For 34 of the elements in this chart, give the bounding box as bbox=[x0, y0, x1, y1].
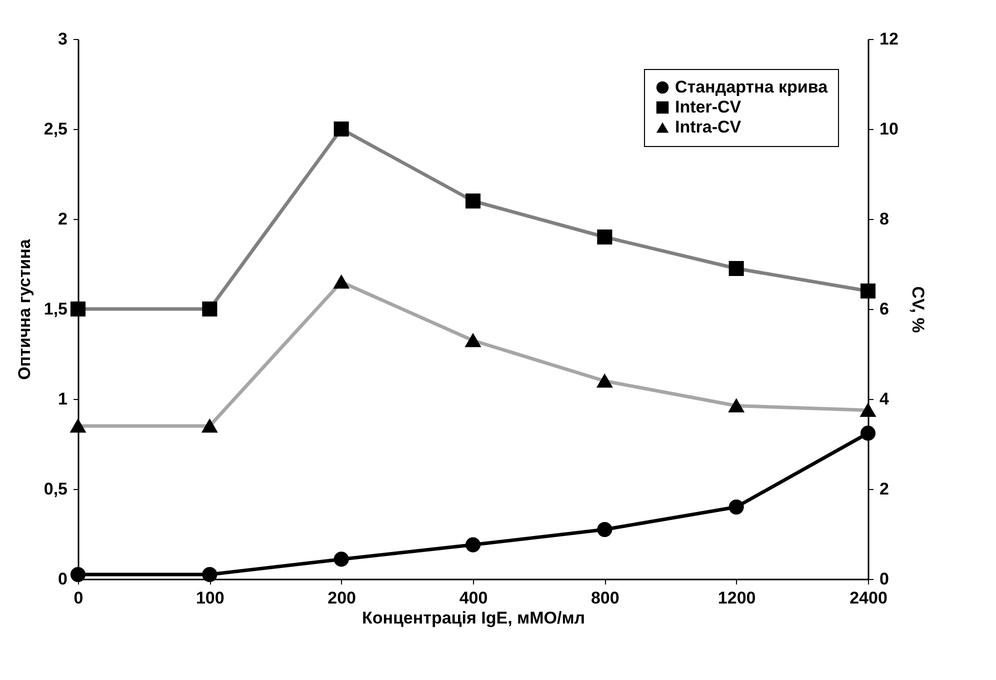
point bbox=[597, 522, 612, 538]
point bbox=[728, 499, 744, 515]
y-axis-title: Оптична густина bbox=[14, 238, 34, 380]
y2-tick-label: 12 bbox=[880, 30, 898, 48]
point bbox=[465, 537, 481, 552]
y-tick-label: 0,5 bbox=[44, 480, 68, 498]
legend-label: Стандартна крива bbox=[675, 78, 828, 96]
y-tick-label: 1 bbox=[58, 390, 68, 408]
x-tick-label: 400 bbox=[459, 588, 488, 608]
y2-tick-label: 6 bbox=[880, 300, 889, 318]
point bbox=[70, 566, 86, 582]
x-tick-label: 200 bbox=[328, 588, 356, 608]
legend-label: Intra-CV bbox=[675, 118, 742, 136]
legend-label: Inter-CV bbox=[675, 98, 742, 116]
y2-tick-label: 8 bbox=[880, 210, 889, 228]
x-tick-label: 2400 bbox=[850, 588, 888, 608]
y2-axis-title: CV, % bbox=[908, 286, 928, 333]
x-tick-label: 0 bbox=[74, 588, 84, 608]
y2-tick-label: 10 bbox=[880, 120, 898, 138]
y-tick-label: 2,5 bbox=[44, 120, 68, 138]
y-tick-label: 3 bbox=[58, 30, 68, 48]
y-tick-label: 0 bbox=[58, 570, 68, 588]
y-tick-label: 2 bbox=[58, 210, 68, 228]
y-tick-label: 1,5 bbox=[44, 300, 68, 318]
x-tick-label: 100 bbox=[196, 588, 224, 608]
y2-tick-label: 4 bbox=[880, 390, 890, 408]
point bbox=[860, 426, 876, 441]
y2-tick-label: 2 bbox=[880, 480, 889, 498]
point bbox=[334, 552, 349, 567]
x-axis-title: Концентрація IgE, мМО/мл bbox=[362, 608, 586, 628]
y2-tick-label: 0 bbox=[880, 570, 889, 588]
x-tick-label: 800 bbox=[590, 588, 620, 608]
point bbox=[202, 566, 218, 582]
x-tick-label: 1200 bbox=[718, 588, 756, 608]
